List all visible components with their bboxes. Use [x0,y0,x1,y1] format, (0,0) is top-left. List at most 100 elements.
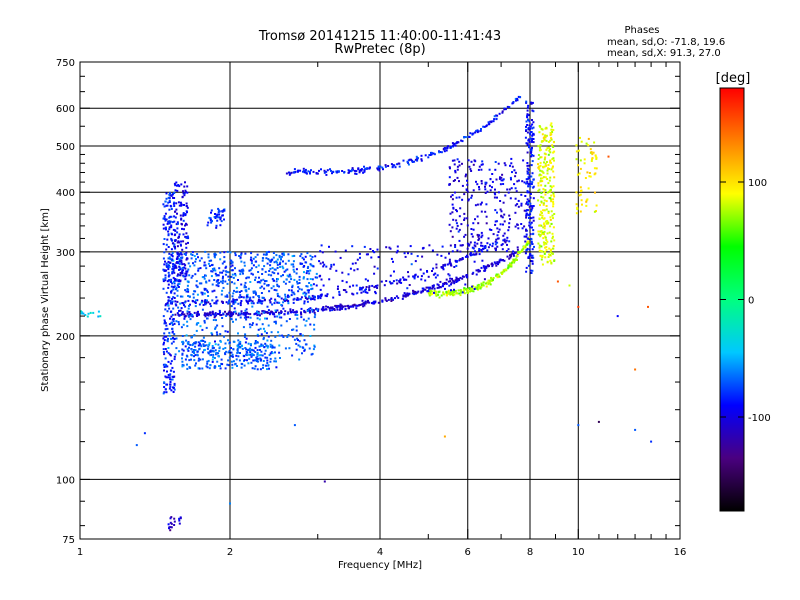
echo-point [245,350,248,353]
echo-point [343,171,346,173]
echo-point [170,238,173,241]
echo-point [496,241,499,244]
echo-point [189,303,191,306]
echo-point [487,121,490,124]
echo-point [193,255,196,258]
echo-point [249,347,251,350]
echo-point [171,378,174,381]
echo-point [530,238,533,241]
colorbar-tick-label: -100 [748,413,771,424]
echo-point [292,265,295,268]
echo-point [247,316,250,319]
echo-point [194,273,197,276]
echo-point [530,182,533,185]
echo-point [172,391,175,393]
echo-point [528,224,531,227]
echo-point [228,356,231,359]
echo-point [465,173,467,176]
echo-point [178,204,181,207]
echo-point [204,340,207,343]
echo-point [543,136,546,139]
echo-point [185,232,188,235]
echo-point [193,359,196,362]
echo-point [332,263,335,266]
echo-point [230,351,233,354]
echo-point [232,276,235,279]
echo-point [529,254,532,257]
echo-point [167,246,170,248]
echo-point [416,255,419,258]
echo-point [381,166,384,169]
echo-point [262,311,265,314]
echo-point [373,265,376,268]
echo-point [162,268,165,271]
echo-point [431,249,434,252]
echo-point [206,366,209,369]
echo-point [291,335,294,338]
echo-point [532,229,535,232]
echo-point [231,264,234,267]
echo-point [186,312,189,315]
echo-point [493,261,496,264]
echo-point [530,208,533,211]
echo-point [577,164,580,167]
echo-point [525,101,528,104]
echo-point [277,272,280,275]
echo-point [295,310,298,313]
echo-point [295,272,298,275]
echo-point [575,191,578,194]
echo-point [173,520,176,523]
echo-point [526,180,529,183]
echo-point [441,245,444,248]
echo-point [541,133,544,136]
x-tick-label: 16 [674,547,687,558]
echo-point [507,248,510,251]
echo-point [454,179,456,182]
echo-point [206,224,209,227]
echo-point [467,159,470,162]
echo-point [245,316,248,319]
echo-point [486,242,489,245]
echo-point [167,286,170,289]
echo-point [379,165,382,168]
echo-point [197,256,199,259]
echo-point [284,295,287,298]
echo-point [420,278,423,281]
echo-point [187,241,189,244]
echo-point [480,168,483,171]
echo-point [552,217,554,220]
echo-point [170,526,173,529]
echo-point [474,204,477,207]
echo-point [164,226,167,229]
echo-point [163,263,166,266]
echo-point [193,355,195,358]
echo-point [530,149,533,152]
echo-point [545,208,548,211]
echo-point [549,189,552,192]
echo-point [361,299,364,302]
echo-point [529,180,532,183]
echo-point [301,346,304,349]
echo-point [295,342,298,345]
echo-point [492,277,495,279]
echo-point [378,169,381,172]
echo-point [428,244,431,247]
echo-point [197,359,200,362]
echo-point [296,297,299,300]
echo-point [301,352,303,355]
echo-point [171,313,174,316]
echo-point [222,275,224,278]
echo-point [551,125,553,128]
echo-point [529,137,532,140]
echo-point [550,222,553,225]
echo-point [251,324,254,326]
echo-point [270,310,273,313]
echo-point [471,287,474,290]
echo-point [458,196,461,199]
echo-point [437,291,440,293]
echo-point [282,298,285,301]
echo-point [591,157,594,160]
echo-point [267,258,270,261]
echo-point [522,159,525,162]
